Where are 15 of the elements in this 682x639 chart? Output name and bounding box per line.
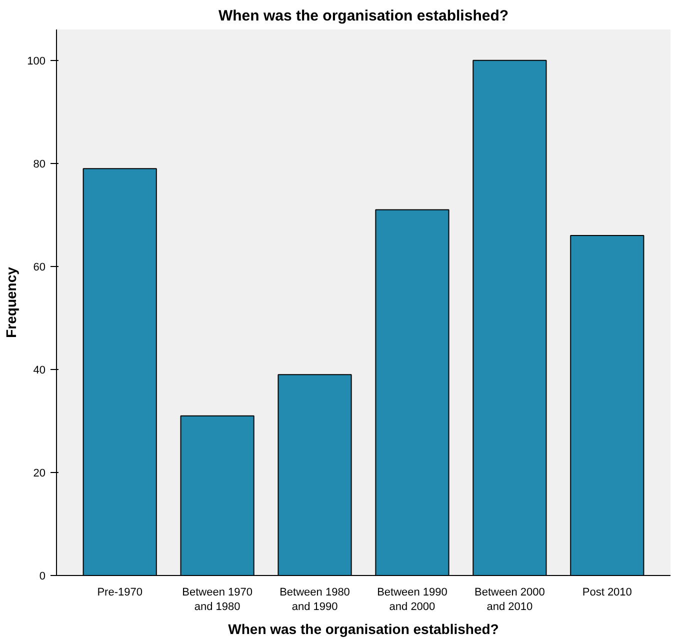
- y-tick-label: 20: [33, 467, 46, 480]
- y-tick-label: 100: [27, 55, 46, 68]
- x-tick-label: Between 1980 and 1990: [280, 586, 350, 613]
- x-tick-label: Between 1970 and 1980: [182, 586, 252, 613]
- x-tick-label: Between 2000 and 2010: [474, 586, 545, 613]
- x-axis-title: When was the organisation established?: [228, 620, 499, 637]
- y-tick-label: 80: [33, 158, 46, 170]
- y-axis-title: Frequency: [3, 266, 20, 338]
- chart-title: When was the organisation established?: [218, 8, 509, 24]
- y-tick-label: 60: [33, 261, 46, 274]
- x-tick-label: Between 1990 and 2000: [377, 586, 448, 613]
- x-tick-label: Post 2010: [582, 586, 632, 598]
- y-tick-label: 0: [39, 570, 46, 582]
- x-tick-label: Pre-1970: [97, 586, 142, 598]
- y-tick-label: 40: [33, 364, 46, 376]
